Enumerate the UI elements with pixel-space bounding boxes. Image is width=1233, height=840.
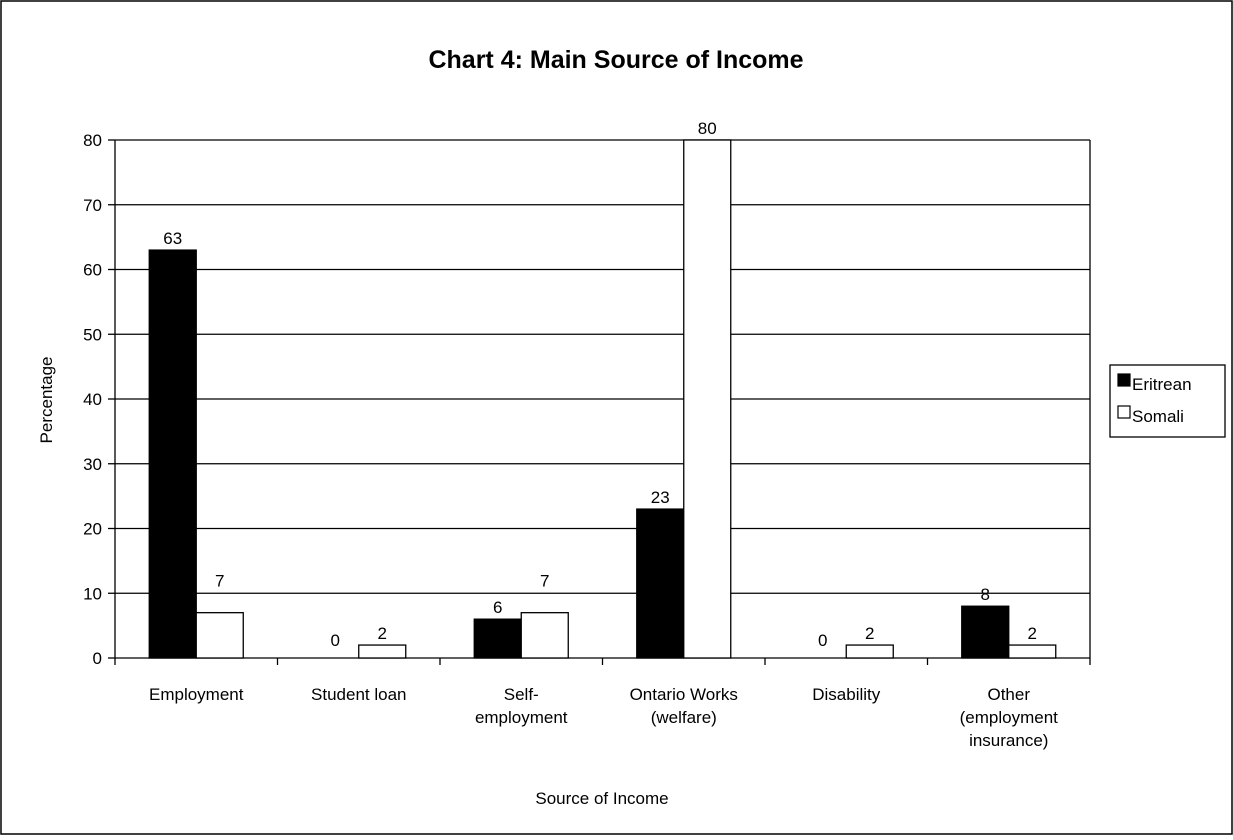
data-label: 2	[378, 624, 387, 643]
bar-somali	[195, 612, 244, 659]
legend-label: Somali	[1132, 407, 1184, 426]
bar-somali	[683, 139, 732, 659]
y-tick-label: 60	[83, 261, 102, 280]
x-category-label: Other (employment insurance)	[960, 685, 1059, 750]
data-label: 2	[865, 624, 874, 643]
legend-swatch-somali	[1117, 405, 1131, 419]
data-label: 7	[215, 572, 224, 591]
legend-label: Eritrean	[1132, 375, 1192, 394]
bar-eritrean	[636, 508, 685, 659]
data-label: 0	[331, 631, 340, 650]
data-label: 63	[163, 229, 182, 248]
y-tick-label: 20	[83, 520, 102, 539]
legend: Eritrean Somali	[1109, 364, 1226, 438]
data-label: 8	[981, 585, 990, 604]
x-axis-title: Source of Income	[535, 789, 668, 808]
x-category-label: Self-employment	[475, 685, 568, 727]
x-category-label: Disability	[812, 685, 881, 704]
y-tick-label: 30	[83, 455, 102, 474]
data-label: 23	[651, 488, 670, 507]
y-tick-label: 50	[83, 325, 102, 344]
bar-somali	[358, 644, 407, 659]
data-label: 80	[698, 119, 717, 138]
x-category-label: Employment	[149, 685, 244, 704]
data-label: 0	[818, 631, 827, 650]
data-label: 7	[540, 572, 549, 591]
bar-somali	[520, 612, 569, 659]
chart-title: Chart 4: Main Source of Income	[428, 46, 803, 74]
bar-eritrean	[473, 618, 522, 659]
bar-somali	[845, 644, 894, 659]
x-category-label: Student loan	[311, 685, 406, 704]
y-tick-label: 70	[83, 196, 102, 215]
y-tick-label: 40	[83, 390, 102, 409]
x-category-label: Ontario Works (welfare)	[630, 685, 738, 727]
data-label: 6	[493, 598, 502, 617]
bar-somali	[1008, 644, 1057, 659]
y-tick-label: 80	[83, 131, 102, 150]
bar-eritrean	[961, 605, 1010, 659]
data-label: 2	[1028, 624, 1037, 643]
y-tick-label: 0	[93, 649, 102, 668]
bar-eritrean	[148, 249, 197, 659]
y-axis-title: Percentage	[37, 357, 56, 444]
y-tick-label: 10	[83, 584, 102, 603]
legend-swatch-eritrean	[1117, 373, 1131, 387]
